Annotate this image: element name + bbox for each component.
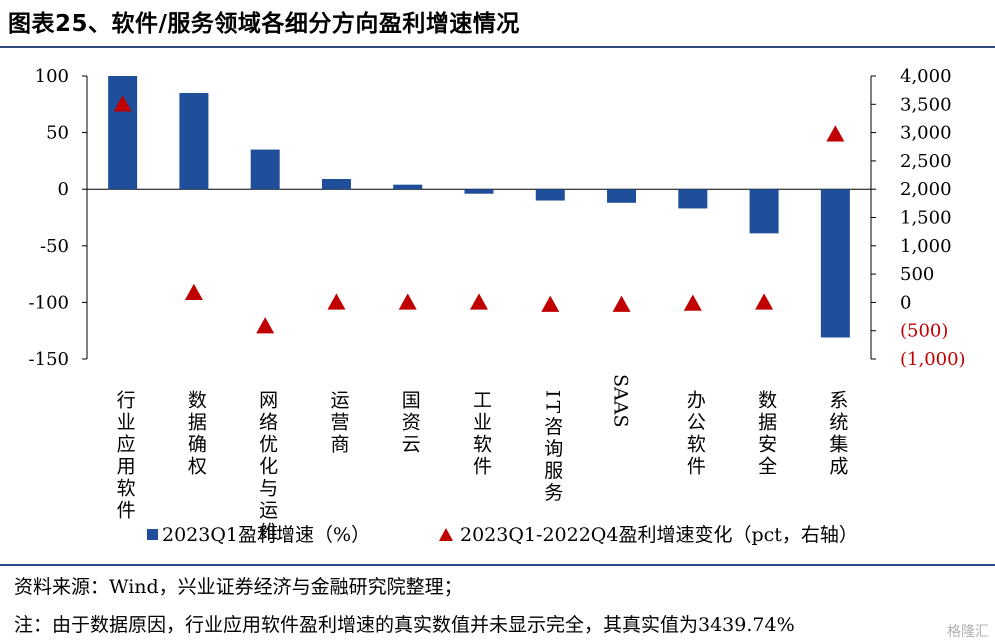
title-rule — [0, 46, 995, 48]
bar-2 — [179, 92, 209, 190]
footer-rule — [0, 564, 995, 566]
source-note: 资料来源：Wind，兴业证券经济与金融研究院整理； — [14, 576, 463, 598]
bar-9 — [678, 189, 708, 209]
left-tick-label: -100 — [29, 292, 69, 313]
legend-swatch-bar — [147, 529, 158, 540]
right-tick-label: 2,500 — [900, 151, 952, 172]
right-tick-label: 500 — [900, 264, 934, 285]
category-label: 系统集成 — [826, 390, 848, 478]
right-tick-label: (1,000) — [900, 349, 966, 370]
legend-label-bar: 2023Q1盈利增速（%） — [162, 524, 370, 546]
chart-title: 图表25、软件/服务领域各细分方向盈利增速情况 — [8, 11, 520, 37]
bar-8 — [607, 189, 637, 203]
legend-label-marker: 2023Q1-2022Q4盈利增速变化（pct，右轴） — [460, 524, 858, 546]
right-tick-label: (500) — [900, 321, 948, 342]
category-label: SAAS — [610, 374, 632, 427]
bar-1 — [108, 76, 138, 190]
right-tick-label: 0 — [900, 292, 911, 313]
category-label: IT咨询服务 — [541, 390, 563, 504]
left-tick-label: 0 — [58, 179, 69, 200]
legend-swatch-marker — [439, 528, 453, 541]
bar-5 — [393, 184, 423, 190]
right-tick-label: 1,500 — [900, 208, 952, 229]
left-tick-label: -150 — [29, 349, 69, 370]
chart: 100500-50-100-1504,0003,5003,0002,5002,0… — [29, 66, 966, 546]
left-tick-label: 100 — [35, 66, 69, 87]
marker-11 — [826, 125, 845, 142]
category-label: 国资云 — [399, 390, 421, 456]
bar-4 — [321, 179, 351, 190]
category-label: 运营商 — [327, 390, 349, 456]
marker-3 — [256, 317, 275, 334]
right-tick-label: 3,500 — [900, 94, 952, 115]
marker-8 — [612, 295, 631, 312]
category-label: 数据安全 — [755, 390, 777, 478]
right-tick-label: 1,000 — [900, 236, 952, 257]
category-label: 办公软件 — [684, 390, 706, 478]
watermark: 格隆汇 — [947, 624, 989, 640]
marker-10 — [755, 293, 774, 310]
right-tick-label: 2,000 — [900, 179, 952, 200]
left-tick-label: -50 — [40, 236, 69, 257]
category-label: 数据确权 — [185, 390, 207, 478]
right-tick-label: 3,000 — [900, 123, 952, 144]
marker-7 — [541, 295, 560, 312]
marker-2 — [184, 283, 203, 300]
bar-10 — [749, 189, 779, 234]
marker-5 — [398, 293, 417, 310]
bar-3 — [250, 149, 280, 190]
bar-7 — [535, 189, 565, 201]
marker-6 — [470, 293, 488, 310]
footnote: 注：由于数据原因，行业应用软件盈利增速的真实数值并未显示完全，其真实值为3439… — [14, 614, 795, 636]
left-tick-label: 50 — [46, 123, 69, 144]
category-label: 工业软件 — [470, 390, 492, 478]
category-label: 行业应用软件 — [114, 390, 136, 522]
bar-6 — [464, 189, 494, 194]
marker-9 — [683, 294, 702, 311]
category-label: 网络优化与运维 — [256, 390, 278, 544]
marker-4 — [327, 293, 346, 310]
right-tick-label: 4,000 — [900, 66, 952, 87]
bar-11 — [820, 189, 850, 338]
marker-1 — [113, 95, 132, 112]
